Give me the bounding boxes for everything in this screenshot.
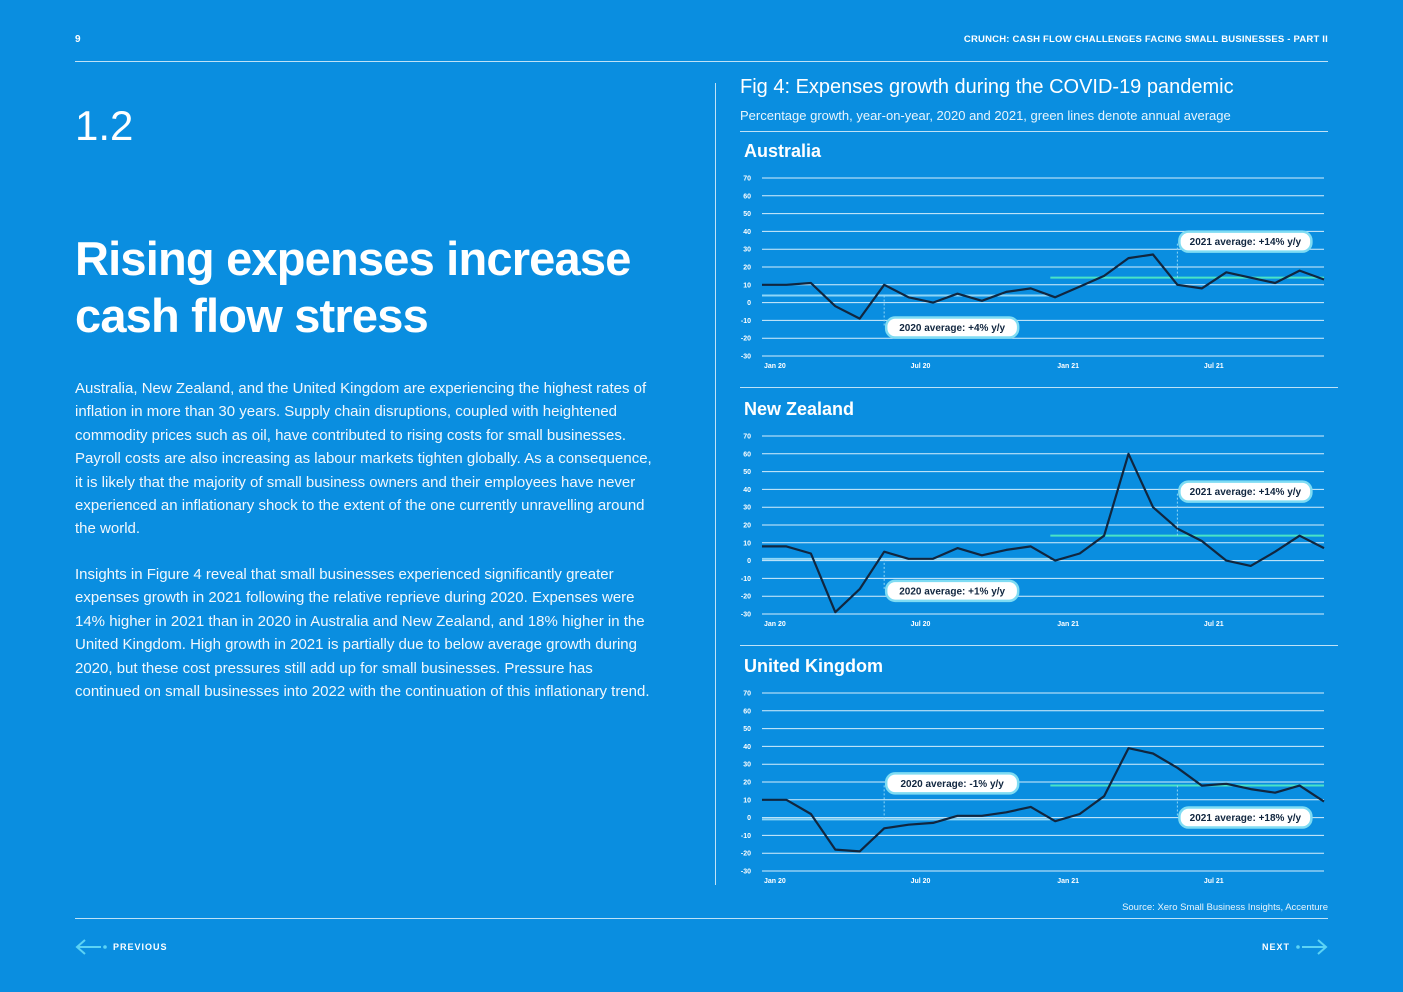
x-tick-label: Jul 20 [911, 621, 931, 628]
y-tick-label: -30 [741, 869, 751, 876]
bottom-divider [75, 918, 1328, 919]
y-tick-label: 30 [743, 247, 751, 254]
x-tick-label: Jul 20 [911, 363, 931, 370]
annotation-box [1178, 806, 1313, 829]
chart-united-kingdom: 70 60 50 40 30 20 10 0 -10 -20 -30 Jan 20 Jul 20 Jan … [741, 691, 1325, 885]
y-tick-label: 50 [743, 211, 751, 218]
arrow-right-icon [1296, 939, 1328, 955]
body-paragraph: Insights in Figure 4 reveal that small b… [75, 566, 650, 701]
series-line [762, 747, 1325, 853]
y-tick-label: -10 [741, 576, 751, 583]
x-tick-label: Jul 20 [911, 878, 931, 885]
x-tick-label: Jul 21 [1204, 621, 1224, 628]
page-number: 9 [75, 34, 82, 45]
figure-divider [740, 131, 1328, 132]
x-tick-label: Jan 20 [764, 363, 786, 370]
annotation-box [1178, 480, 1313, 503]
y-tick-label: 60 [743, 193, 751, 200]
annotation-label: 2020 average: +4% y/y [899, 323, 1005, 334]
annotation-box [1178, 230, 1313, 253]
annotation-label: 2021 average: +14% y/y [1190, 487, 1302, 498]
previous-label: PREVIOUS [113, 942, 168, 952]
y-tick-label: 50 [743, 726, 751, 733]
y-tick-label: -20 [741, 336, 751, 343]
y-tick-label: 40 [743, 744, 751, 751]
next-page-link[interactable]: NEXT [1262, 938, 1328, 956]
top-divider [75, 61, 1328, 62]
x-tick-label: Jul 21 [1204, 878, 1224, 885]
y-tick-label: 10 [743, 540, 751, 547]
x-tick-label: Jan 20 [764, 621, 786, 628]
annotation-box [884, 772, 1020, 795]
y-tick-label: -20 [741, 851, 751, 858]
chart-title-new-zealand: New Zealand [744, 399, 855, 419]
x-tick-label: Jan 21 [1057, 363, 1079, 370]
column-divider [715, 83, 716, 885]
y-tick-label: -10 [741, 833, 751, 840]
y-tick-label: 10 [743, 282, 751, 289]
y-tick-label: 50 [743, 469, 751, 476]
annotation-label: 2020 average: +1% y/y [899, 586, 1005, 597]
y-tick-label: 40 [743, 487, 751, 494]
previous-page-link[interactable]: PREVIOUS [75, 938, 168, 956]
y-tick-label: 30 [743, 505, 751, 512]
section-number: 1.2 [75, 102, 134, 149]
body-paragraph: Australia, New Zealand, and the United K… [75, 380, 652, 538]
x-tick-label: Jan 20 [764, 878, 786, 885]
series-line [762, 452, 1325, 614]
y-tick-label: 30 [743, 762, 751, 769]
x-tick-label: Jan 21 [1057, 878, 1079, 885]
y-tick-label: -30 [741, 612, 751, 619]
y-tick-label: 20 [743, 523, 751, 530]
y-tick-label: 10 [743, 797, 751, 804]
figure-title: Fig 4: Expenses growth during the COVID-… [740, 76, 1234, 98]
figure-source: Source: Xero Small Business Insights, Ac… [1122, 902, 1328, 913]
y-tick-label: 0 [747, 558, 751, 565]
y-tick-label: -30 [741, 354, 751, 361]
y-tick-label: 0 [747, 815, 751, 822]
chart-title-australia: Australia [744, 141, 822, 161]
x-tick-label: Jan 21 [1057, 621, 1079, 628]
annotation-box [884, 579, 1020, 603]
chart-divider [740, 387, 1338, 388]
chart-australia: 70 60 50 40 30 20 10 0 -10 -20 -30 Jan 20 Jul 20 Jan … [741, 176, 1325, 370]
chart-divider [740, 645, 1338, 646]
annotation-label: 2020 average: -1% y/y [900, 779, 1004, 790]
y-tick-label: -20 [741, 594, 751, 601]
figure-subtitle: Percentage growth, year-on-year, 2020 an… [740, 108, 1231, 123]
x-tick-label: Jul 21 [1204, 363, 1224, 370]
y-tick-label: 60 [743, 708, 751, 715]
annotation-label: 2021 average: +18% y/y [1190, 813, 1302, 824]
series-line [762, 253, 1325, 320]
page-headline: Rising expenses increase cash flow stres… [75, 232, 631, 342]
y-tick-label: -10 [741, 318, 751, 325]
y-tick-label: 20 [743, 780, 751, 787]
y-tick-label: 20 [743, 265, 751, 272]
annotation-box [884, 316, 1020, 339]
chart-title-united-kingdom: United Kingdom [744, 656, 883, 676]
next-label: NEXT [1261, 942, 1290, 952]
chart-new-zealand: 70 60 50 40 30 20 10 0 -10 -20 -30 Jan 20 Jul 20 Jan … [741, 434, 1325, 628]
arrow-left-icon [75, 939, 107, 955]
y-tick-label: 70 [743, 434, 751, 441]
y-tick-label: 0 [747, 300, 751, 307]
y-tick-label: 60 [743, 451, 751, 458]
y-tick-label: 70 [743, 691, 751, 698]
y-tick-label: 70 [743, 176, 751, 183]
y-tick-label: 40 [743, 229, 751, 236]
annotation-label: 2021 average: +14% y/y [1190, 237, 1302, 248]
document-title: CRUNCH: CASH FLOW CHALLENGES FACING SMAL… [963, 34, 1328, 45]
